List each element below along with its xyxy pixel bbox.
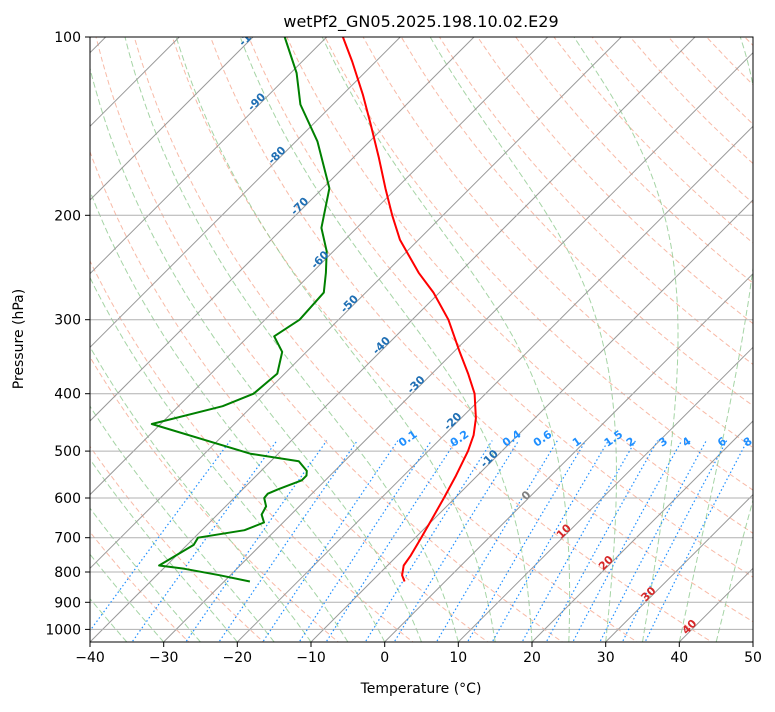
- x-axis-label: Temperature (°C): [360, 681, 482, 697]
- y-tick-label: 700: [54, 531, 81, 547]
- x-tick-label: 0: [380, 650, 389, 666]
- y-tick-label: 400: [54, 387, 81, 403]
- y-tick-label: 300: [54, 313, 81, 329]
- y-tick-label: 600: [54, 491, 81, 507]
- y-tick-label: 1000: [45, 622, 81, 638]
- y-tick-label: 900: [54, 595, 81, 611]
- y-tick-label: 200: [54, 208, 81, 224]
- y-tick-label: 100: [54, 30, 81, 46]
- x-tick-label: −40: [75, 650, 105, 666]
- chart-title: wetPf2_GN05.2025.198.10.02.E29: [283, 12, 558, 32]
- x-tick-label: 40: [670, 650, 688, 666]
- x-tick-label: 50: [744, 650, 762, 666]
- x-tick-label: −10: [296, 650, 326, 666]
- y-tick-label: 500: [54, 444, 81, 460]
- x-tick-label: −30: [149, 650, 179, 666]
- x-tick-label: −20: [223, 650, 253, 666]
- y-tick-label: 800: [54, 565, 81, 581]
- x-tick-label: 20: [523, 650, 541, 666]
- y-axis-label: Pressure (hPa): [11, 289, 27, 389]
- x-tick-label: 10: [449, 650, 467, 666]
- x-tick-label: 30: [597, 650, 615, 666]
